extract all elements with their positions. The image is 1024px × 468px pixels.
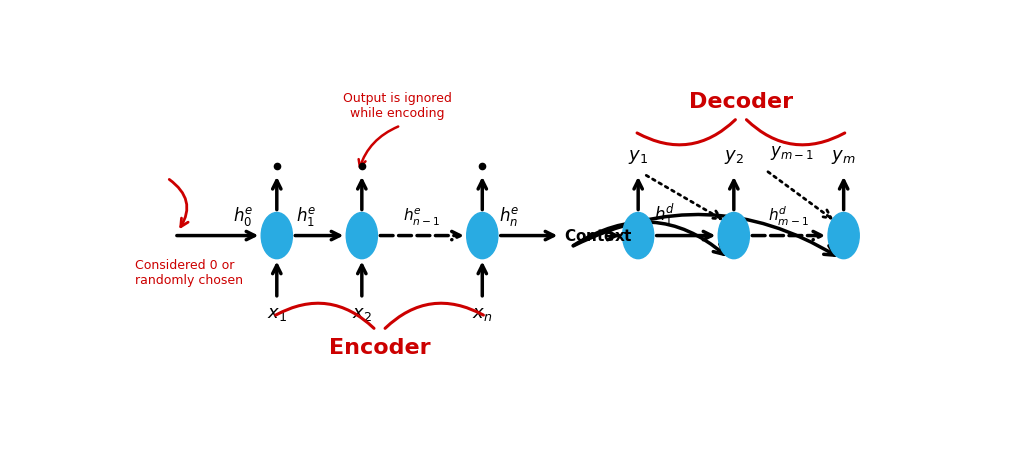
Text: Encoder: Encoder [329,338,430,358]
Text: $h_1^d$: $h_1^d$ [654,202,676,228]
Text: $h_1^e$: $h_1^e$ [296,205,316,228]
Text: $h_{n-1}^e$: $h_{n-1}^e$ [403,207,440,228]
Text: $x_1$: $x_1$ [267,305,287,323]
Text: $h_{m-1}^d$: $h_{m-1}^d$ [768,205,809,228]
Text: Output is ignored
while encoding: Output is ignored while encoding [343,92,452,120]
Text: $h_0^e$: $h_0^e$ [232,205,253,228]
Text: Decoder: Decoder [689,92,793,111]
Ellipse shape [346,212,378,259]
Ellipse shape [718,212,750,259]
Text: Considered 0 or
randomly chosen: Considered 0 or randomly chosen [135,259,243,287]
Text: $y_2$: $y_2$ [724,148,743,166]
Text: $y_{m-1}$: $y_{m-1}$ [770,145,814,162]
Text: $x_n$: $x_n$ [472,305,493,323]
Text: $h_n^e$: $h_n^e$ [499,205,519,228]
Text: $y_1$: $y_1$ [628,148,648,166]
Text: $\mathbf{Context}$: $\mathbf{Context}$ [564,227,633,243]
Text: $y_m$: $y_m$ [831,148,856,166]
Text: $x_2$: $x_2$ [352,305,372,323]
Ellipse shape [828,212,859,259]
Ellipse shape [467,212,498,259]
Ellipse shape [623,212,653,259]
Ellipse shape [261,212,293,259]
